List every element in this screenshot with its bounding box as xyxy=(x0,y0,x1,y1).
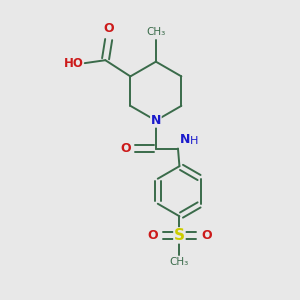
Text: HO: HO xyxy=(63,57,83,70)
Text: N: N xyxy=(179,133,190,146)
Text: CH₃: CH₃ xyxy=(146,27,166,37)
Text: CH₃: CH₃ xyxy=(170,257,189,267)
Text: N: N xyxy=(151,114,161,127)
Text: O: O xyxy=(201,229,211,242)
Text: O: O xyxy=(103,22,114,35)
Text: S: S xyxy=(174,228,185,243)
Text: O: O xyxy=(147,229,158,242)
Text: H: H xyxy=(190,136,199,146)
Text: O: O xyxy=(120,142,131,155)
